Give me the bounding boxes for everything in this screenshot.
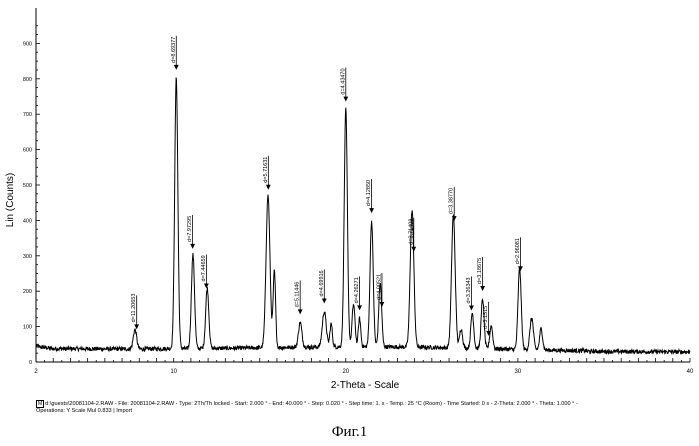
peak-marker: d=3.71409 bbox=[408, 218, 416, 252]
peak-label: d=4.69916 bbox=[319, 270, 325, 296]
y-tick-label: 800 bbox=[23, 77, 32, 83]
x-tick-label: 30 bbox=[515, 369, 522, 375]
peak-marker: d=7.44659 bbox=[201, 255, 209, 289]
y-tick-label: 100 bbox=[23, 325, 32, 331]
scan-info: Md:\guests\20081104-2.RAW - File: 200811… bbox=[36, 400, 696, 415]
y-axis-label: Lin (Counts) bbox=[5, 173, 16, 227]
peak-marker: d=8.69377 bbox=[171, 36, 179, 70]
file-icon: M bbox=[36, 400, 44, 408]
xrd-chart: 0 100 200 300 400 500 600 700 800 900 2 10 20 30 40 d… bbox=[0, 0, 699, 400]
peak-marker: d=4.00521 bbox=[376, 273, 384, 307]
y-tick-label: 900 bbox=[23, 41, 32, 47]
x-axis-label: 2-Theta - Scale bbox=[331, 380, 400, 391]
peak-label: d=4.43470 bbox=[340, 68, 346, 94]
peak-label: d=8.69377 bbox=[171, 37, 177, 63]
peak-label: d=2.96081 bbox=[515, 238, 521, 264]
scan-operations: Operations: Y Scale Mul 0.833 | Import bbox=[36, 408, 696, 415]
y-tick-label: 500 bbox=[23, 183, 32, 189]
peak-marker-arrow bbox=[380, 302, 385, 307]
peak-label: d=3.71409 bbox=[408, 219, 414, 245]
x-tick-label: 2 bbox=[34, 369, 38, 375]
peak-marker: d=3.18675 bbox=[477, 257, 485, 291]
peak-marker-arrow bbox=[369, 208, 374, 213]
peak-marker-arrow bbox=[190, 244, 195, 249]
figure-caption: Фиг.1 bbox=[0, 424, 699, 441]
peak-marker-arrow bbox=[322, 299, 327, 304]
peak-marker: d=2.96081 bbox=[515, 237, 523, 271]
peak-annotations: d=11.20653 d=8.69377 d=7.97295 d=7.44659 d=5… bbox=[131, 36, 523, 336]
scan-parameters: d:\guests\20081104-2.RAW - File: 2008110… bbox=[45, 401, 578, 407]
peak-marker: d=5.71631 bbox=[263, 156, 271, 190]
peak-label: d=11.20653 bbox=[131, 294, 137, 323]
peak-marker-arrow bbox=[204, 284, 209, 289]
x-tick-label: 10 bbox=[170, 369, 177, 375]
peak-label: d=5.11446 bbox=[295, 282, 301, 308]
y-tick-label: 200 bbox=[23, 289, 32, 295]
peak-label: d=7.44659 bbox=[201, 255, 207, 281]
peak-marker-arrow bbox=[343, 97, 348, 102]
peak-marker-arrow bbox=[469, 306, 474, 311]
peak-marker: d=4.12850 bbox=[366, 179, 374, 213]
x-tick-label: 40 bbox=[687, 369, 694, 375]
y-tick-label: 700 bbox=[23, 112, 32, 118]
x-axis: 2 10 20 30 40 bbox=[34, 358, 694, 375]
peak-label: d=3.26343 bbox=[466, 277, 472, 303]
peak-marker: d=3.26343 bbox=[466, 277, 474, 311]
peak-marker: d=4.43470 bbox=[340, 68, 348, 102]
peak-label: d=3.38770 bbox=[449, 188, 455, 214]
y-tick-label: 300 bbox=[23, 254, 32, 260]
peak-label: d=7.97295 bbox=[187, 216, 193, 242]
x-tick-label: 20 bbox=[342, 369, 349, 375]
peak-label: d=5.71631 bbox=[263, 157, 269, 183]
peak-marker: d=7.97295 bbox=[187, 215, 195, 249]
y-axis: 0 100 200 300 400 500 600 700 800 900 bbox=[23, 8, 40, 366]
peak-marker: d=5.11446 bbox=[295, 280, 303, 314]
peak-marker-arrow bbox=[266, 185, 271, 190]
peak-label: d=4.26271 bbox=[354, 277, 360, 303]
peak-label: d=4.00521 bbox=[376, 274, 382, 300]
peak-label: d=4.12850 bbox=[366, 180, 372, 206]
peak-marker-arrow bbox=[480, 286, 485, 291]
peak-marker: d=4.69916 bbox=[319, 270, 327, 304]
peak-label: d=3.1515 bbox=[483, 306, 489, 329]
y-tick-label: 400 bbox=[23, 218, 32, 224]
peak-marker: d=11.20653 bbox=[131, 294, 139, 330]
peak-marker-arrow bbox=[357, 305, 362, 310]
peak-marker-arrow bbox=[298, 309, 303, 314]
peak-label: d=3.18675 bbox=[477, 258, 483, 284]
peak-marker: d=3.38770 bbox=[449, 187, 457, 221]
peak-marker-arrow bbox=[411, 247, 416, 252]
peak-marker: d=4.26271 bbox=[354, 276, 362, 310]
peak-marker-arrow bbox=[174, 65, 179, 70]
y-tick-label: 0 bbox=[29, 360, 32, 366]
y-tick-label: 600 bbox=[23, 148, 32, 154]
